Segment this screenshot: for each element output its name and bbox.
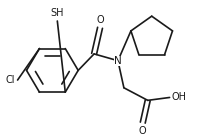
Text: N: N — [114, 56, 122, 66]
Text: OH: OH — [172, 92, 187, 102]
Text: Cl: Cl — [5, 75, 15, 85]
Text: O: O — [96, 15, 104, 25]
Text: O: O — [139, 126, 147, 136]
Text: SH: SH — [51, 8, 64, 18]
